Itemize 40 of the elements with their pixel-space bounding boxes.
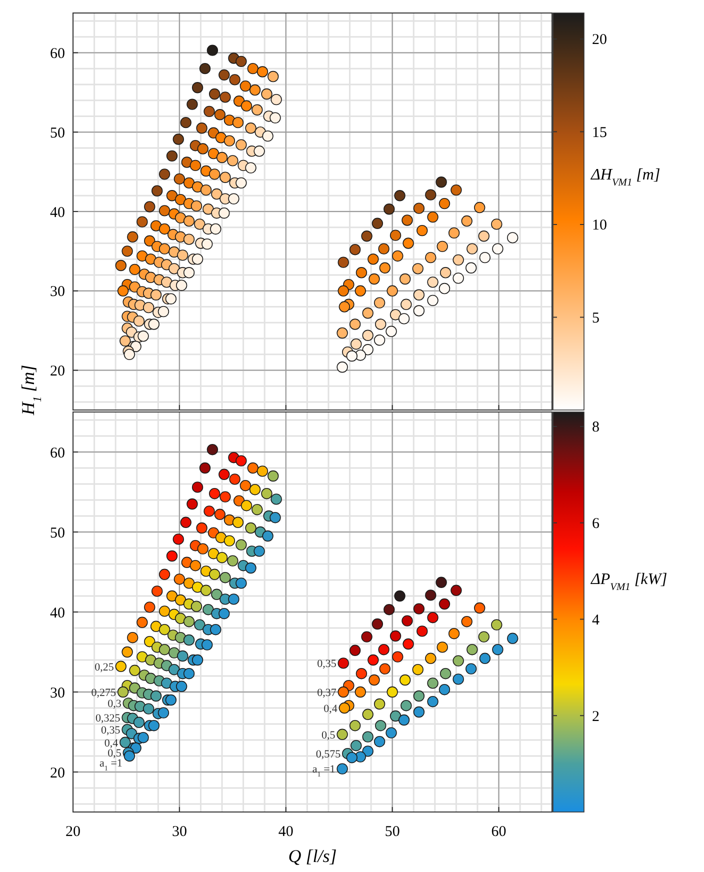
x-tick-label: 50 xyxy=(384,824,400,840)
annotation: 0,275 xyxy=(91,686,117,699)
color-bar-title: ΔH$_{VM1}$ [m] xyxy=(590,166,660,188)
color-bar-label: 10 xyxy=(592,218,607,234)
color-bar-label: 8 xyxy=(592,420,600,436)
y-tick-label: 50 xyxy=(50,125,65,142)
annotation: 0,5 xyxy=(108,748,122,760)
color-bar-label: 20 xyxy=(592,32,607,48)
annotation: 0,4 xyxy=(104,737,119,750)
color-bar-label: 5 xyxy=(592,310,600,326)
color-bar-label: 6 xyxy=(592,516,600,532)
color-bar-title: ΔP$_{VM1}$ [kW] xyxy=(590,571,668,592)
x-tick-label: 30 xyxy=(172,824,187,840)
y-tick-label: 60 xyxy=(50,445,65,462)
color-bar-label: 4 xyxy=(592,612,600,628)
annotation: 0,35 xyxy=(317,658,337,670)
annotation: 0,4 xyxy=(324,702,338,715)
annotation: 0,575 xyxy=(316,748,342,760)
y-tick-label: 40 xyxy=(50,204,65,221)
annotation: 0,37 xyxy=(317,686,337,699)
color-bar-label: 15 xyxy=(592,124,607,141)
x-tick-label: 40 xyxy=(278,824,294,840)
x-tick-label: 20 xyxy=(66,824,80,840)
annotation: 0,325 xyxy=(96,712,121,724)
y-tick-label: 20 xyxy=(50,765,65,782)
y-tick-label: 40 xyxy=(50,605,65,622)
annotation: a$_{1}$ =1 xyxy=(99,758,122,773)
annotation: a$_{1}$ =1 xyxy=(312,764,336,779)
y-tick-label: 50 xyxy=(50,525,65,542)
annotation: 0,5 xyxy=(322,729,336,742)
annotation: 0,3 xyxy=(108,698,122,710)
y-tick-label: 30 xyxy=(50,685,65,702)
y-tick-label: 30 xyxy=(50,284,65,300)
x-axis-title: Q [l/s] xyxy=(288,846,337,866)
color-bar-label: 2 xyxy=(592,708,600,725)
y-tick-label: 20 xyxy=(50,364,65,380)
x-tick-label: 60 xyxy=(491,824,506,840)
y-tick-label: 60 xyxy=(50,46,65,62)
annotation: 0,35 xyxy=(101,724,121,736)
annotation: 0,25 xyxy=(94,661,114,674)
